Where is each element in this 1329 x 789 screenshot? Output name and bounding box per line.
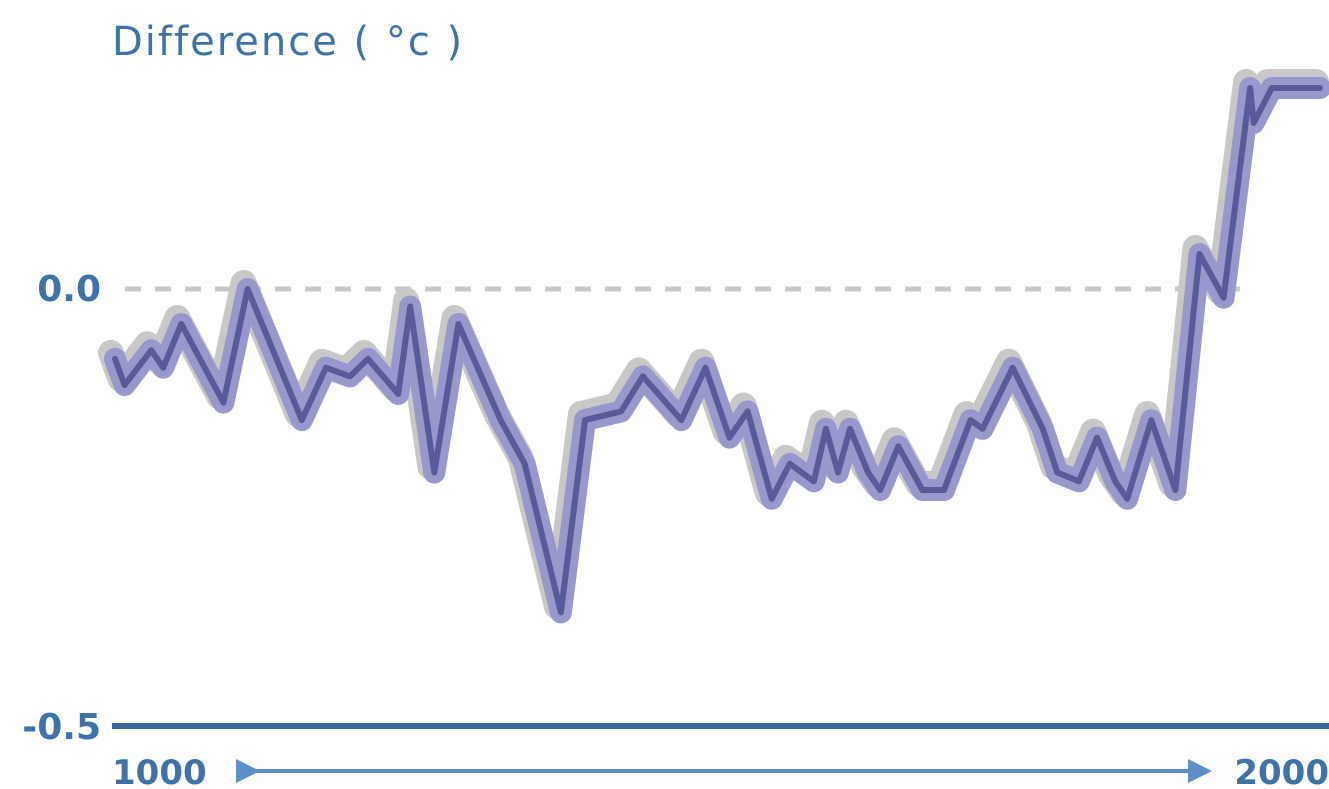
data-point-36 bbox=[969, 418, 972, 422]
data-point-16 bbox=[523, 462, 527, 466]
data-point-50 bbox=[1252, 121, 1256, 125]
data-point-30 bbox=[848, 427, 852, 431]
data-point-52 bbox=[1282, 86, 1286, 90]
data-point-31 bbox=[866, 471, 870, 474]
data-point-45 bbox=[1149, 418, 1153, 422]
y-axis-label: Difference ( °c ) bbox=[112, 19, 464, 65]
data-point-4 bbox=[179, 322, 183, 326]
data-point-13 bbox=[432, 471, 436, 474]
data-point-0 bbox=[113, 357, 117, 361]
data-point-26 bbox=[788, 462, 792, 466]
data-point-47 bbox=[1198, 252, 1201, 256]
data-point-29 bbox=[836, 471, 840, 474]
data-point-20 bbox=[641, 374, 645, 378]
data-point-39 bbox=[1041, 427, 1045, 431]
data-point-41 bbox=[1077, 479, 1081, 483]
y-tick-label-0: 0.0 bbox=[37, 269, 101, 310]
data-point-33 bbox=[896, 444, 900, 448]
data-point-2 bbox=[149, 348, 153, 352]
series-band bbox=[104, 77, 1329, 624]
data-point-28 bbox=[824, 427, 828, 431]
x-tick-label-1: 2000 bbox=[1234, 753, 1329, 789]
data-point-48 bbox=[1222, 296, 1226, 300]
data-point-34 bbox=[920, 488, 924, 492]
data-point-24 bbox=[746, 409, 750, 413]
data-point-23 bbox=[728, 436, 731, 440]
data-point-35 bbox=[942, 488, 946, 492]
data-point-15 bbox=[499, 418, 503, 422]
data-point-53 bbox=[1294, 86, 1298, 90]
series-shadow bbox=[98, 69, 1329, 620]
data-point-25 bbox=[770, 497, 774, 501]
data-point-21 bbox=[679, 418, 683, 422]
data-point-11 bbox=[396, 392, 400, 396]
data-point-18 bbox=[583, 418, 587, 422]
data-point-55 bbox=[1318, 86, 1322, 90]
data-point-19 bbox=[619, 409, 623, 413]
y-tick-label-1: -0.5 bbox=[22, 707, 101, 748]
x-tick-label-0: 1000 bbox=[112, 753, 207, 789]
data-point-17 bbox=[559, 610, 563, 614]
data-point-8 bbox=[324, 366, 328, 370]
data-point-44 bbox=[1125, 497, 1129, 501]
data-point-1 bbox=[123, 383, 127, 387]
data-point-12 bbox=[408, 305, 412, 308]
data-point-49 bbox=[1248, 86, 1252, 90]
data-point-3 bbox=[161, 366, 165, 370]
data-point-10 bbox=[366, 357, 370, 361]
data-point-27 bbox=[812, 479, 816, 483]
series-group bbox=[98, 69, 1329, 624]
data-point-42 bbox=[1095, 436, 1099, 440]
data-point-46 bbox=[1173, 488, 1177, 492]
data-point-14 bbox=[456, 322, 460, 326]
data-point-32 bbox=[878, 488, 882, 492]
data-point-40 bbox=[1055, 471, 1059, 474]
data-point-37 bbox=[981, 427, 985, 431]
data-point-43 bbox=[1113, 479, 1117, 483]
data-point-51 bbox=[1270, 86, 1274, 90]
data-point-5 bbox=[221, 401, 225, 405]
data-point-22 bbox=[704, 366, 707, 370]
data-point-9 bbox=[348, 374, 352, 378]
data-point-54 bbox=[1306, 86, 1310, 90]
series-line bbox=[112, 85, 1323, 616]
data-point-38 bbox=[1011, 366, 1015, 370]
data-point-6 bbox=[246, 287, 250, 291]
data-point-7 bbox=[300, 418, 304, 422]
